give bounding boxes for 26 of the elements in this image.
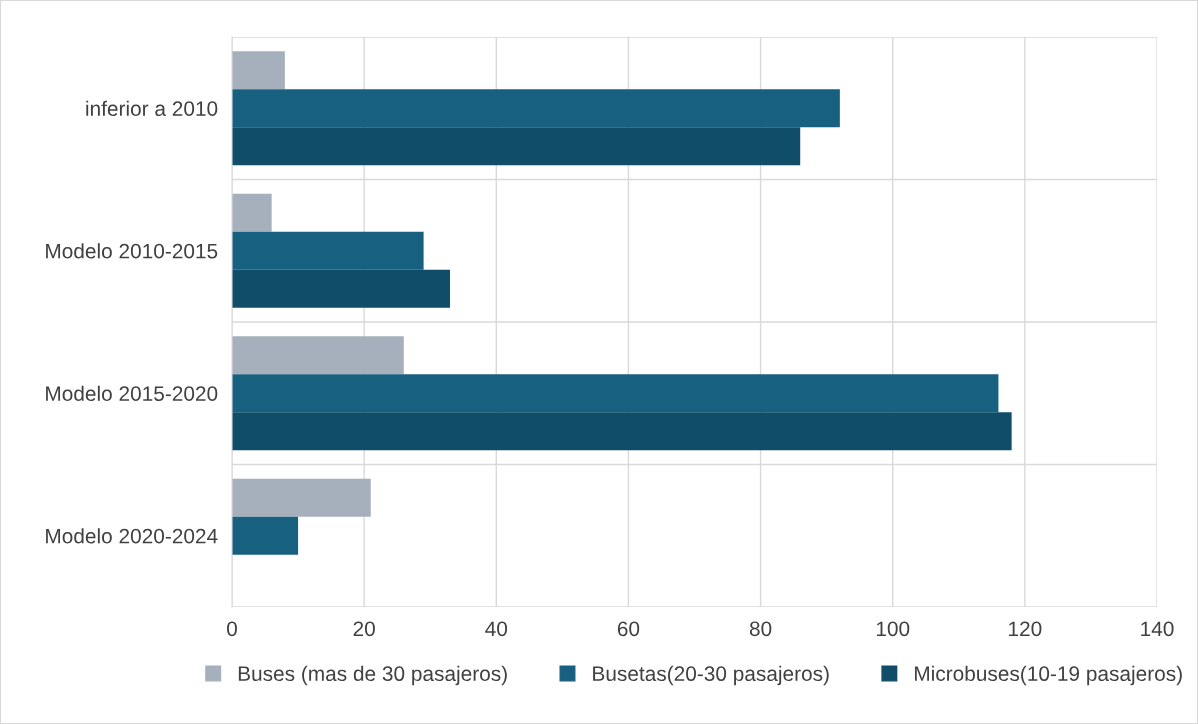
- bar: [232, 412, 1012, 451]
- x-tick-label: 60: [617, 621, 640, 637]
- bar: [232, 89, 840, 128]
- x-tick-label: 20: [353, 621, 375, 637]
- x-tick-label: 100: [876, 621, 910, 637]
- x-tick-label: 40: [485, 621, 508, 637]
- x-tick-label: 120: [1009, 621, 1042, 637]
- bar: [232, 231, 424, 270]
- legend-label: Microbuses(10-19 pasajeros): [915, 665, 1182, 686]
- bar: [232, 478, 371, 517]
- legend-label: Busetas(20-30 pasajeros): [593, 665, 829, 686]
- y-tick-label: inferior a 2010: [86, 100, 218, 116]
- x-tick-label: 0: [227, 621, 237, 637]
- bar: [232, 193, 272, 232]
- y-tick-label: Modelo 2020-2024: [46, 528, 218, 544]
- bar: [232, 51, 285, 90]
- bar: [232, 516, 299, 555]
- x-tick-label: 140: [1141, 621, 1174, 637]
- y-tick-label: Modelo 2010-2015: [46, 243, 218, 259]
- bar: [232, 269, 451, 308]
- bar: [232, 127, 801, 166]
- bar: [232, 374, 999, 413]
- x-tick-label: 80: [749, 621, 772, 637]
- bar: [232, 336, 404, 375]
- legend-label: Buses (mas de 30 pasajeros): [238, 665, 507, 686]
- y-tick-label: Modelo 2015-2020: [46, 385, 218, 401]
